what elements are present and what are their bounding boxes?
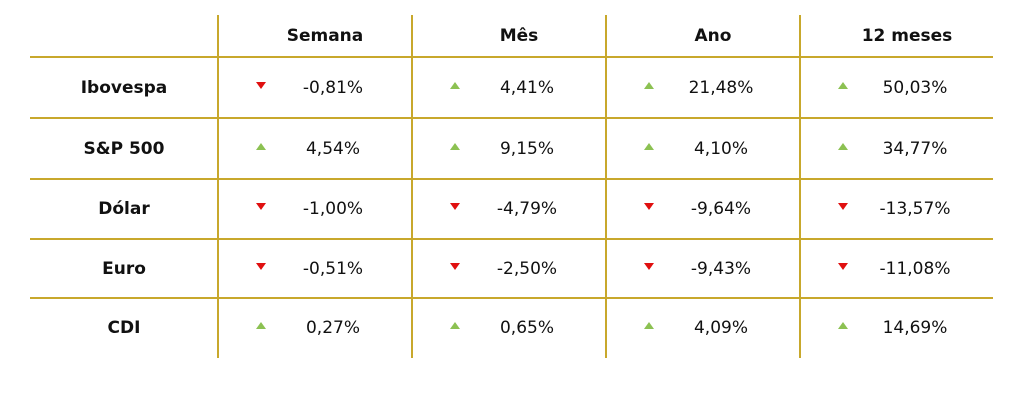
row-label: S&P 500	[83, 138, 165, 159]
up-arrow	[838, 142, 848, 150]
down-arrow	[644, 203, 654, 210]
up-arrow	[644, 81, 654, 89]
column-divider	[217, 15, 219, 358]
column-header: Mês	[499, 26, 539, 46]
value-cell: -9,43%	[690, 258, 752, 279]
column-divider	[605, 15, 607, 358]
up-arrow	[644, 322, 654, 329]
value-cell: 0,65%	[499, 318, 554, 338]
value-cell: 4,54%	[305, 138, 360, 159]
down-arrow	[256, 81, 266, 89]
value-cell: -1,00%	[302, 199, 364, 219]
value-cell: -2,50%	[496, 258, 558, 279]
value-cell: -9,64%	[690, 199, 752, 219]
down-arrow	[450, 203, 460, 210]
up-arrow	[450, 322, 460, 329]
down-arrow	[256, 262, 266, 270]
up-arrow	[644, 142, 654, 150]
row-divider	[30, 117, 993, 119]
column-divider	[411, 15, 413, 358]
value-cell: 14,69%	[882, 318, 948, 338]
column-divider	[799, 15, 801, 358]
row-divider	[30, 297, 993, 299]
column-header: Semana	[286, 26, 364, 46]
row-label: Euro	[102, 258, 146, 279]
up-arrow	[450, 81, 460, 89]
up-arrow	[838, 322, 848, 329]
value-cell: -4,79%	[496, 199, 558, 219]
row-label: Ibovespa	[80, 77, 168, 98]
row-label: CDI	[107, 318, 141, 338]
up-arrow	[450, 142, 460, 150]
row-label: Dólar	[98, 199, 150, 219]
column-header: 12 meses	[861, 26, 953, 46]
value-cell: 34,77%	[882, 138, 948, 159]
value-cell: 50,03%	[882, 77, 948, 98]
value-cell: 4,10%	[693, 138, 748, 159]
value-cell: -0,51%	[302, 258, 364, 279]
up-arrow	[256, 322, 266, 329]
down-arrow	[644, 262, 654, 270]
down-arrow	[838, 203, 848, 210]
value-cell: 21,48%	[688, 77, 754, 98]
value-cell: -0,81%	[302, 77, 364, 98]
value-cell: 4,09%	[693, 318, 748, 338]
value-cell: 4,41%	[499, 77, 554, 98]
down-arrow	[838, 262, 848, 270]
value-cell: 0,27%	[305, 318, 360, 338]
row-divider	[30, 56, 993, 58]
value-cell: -11,08%	[879, 258, 951, 279]
down-arrow	[450, 262, 460, 270]
up-arrow	[838, 81, 848, 89]
value-cell: 9,15%	[499, 138, 554, 159]
up-arrow	[256, 142, 266, 150]
column-header: Ano	[694, 26, 732, 46]
down-arrow	[256, 203, 266, 210]
row-divider	[30, 238, 993, 240]
row-divider	[30, 178, 993, 180]
value-cell: -13,57%	[879, 199, 951, 219]
